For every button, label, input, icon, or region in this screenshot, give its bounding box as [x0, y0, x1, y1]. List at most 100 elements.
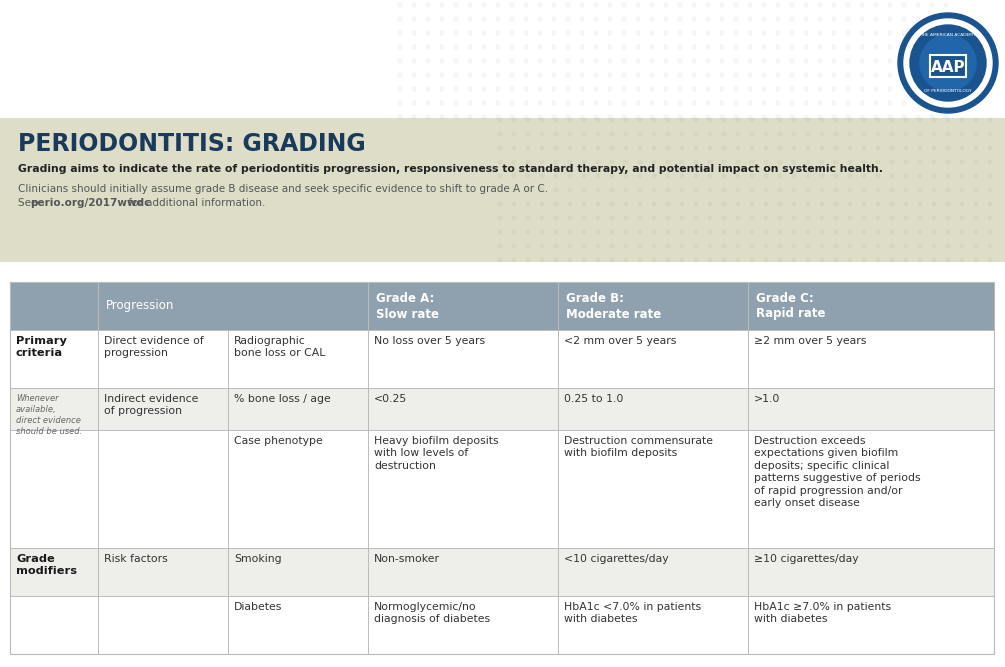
Circle shape	[944, 17, 948, 21]
Circle shape	[722, 230, 726, 234]
Circle shape	[722, 188, 726, 192]
Circle shape	[832, 3, 836, 7]
Text: Grade C:
Rapid rate: Grade C: Rapid rate	[756, 291, 825, 321]
Circle shape	[524, 3, 528, 7]
Circle shape	[890, 146, 894, 150]
Circle shape	[568, 202, 572, 206]
Circle shape	[636, 3, 640, 7]
Circle shape	[778, 202, 782, 206]
Circle shape	[582, 230, 586, 234]
Circle shape	[622, 17, 626, 21]
Circle shape	[818, 73, 822, 77]
Circle shape	[736, 118, 740, 122]
Circle shape	[524, 45, 528, 49]
Text: % bone loss / age: % bone loss / age	[234, 394, 331, 404]
Circle shape	[918, 118, 922, 122]
Circle shape	[540, 146, 544, 150]
Circle shape	[890, 216, 894, 220]
Circle shape	[610, 174, 614, 178]
Circle shape	[946, 174, 950, 178]
Circle shape	[512, 132, 516, 136]
Circle shape	[722, 202, 726, 206]
Circle shape	[540, 258, 544, 262]
Circle shape	[932, 244, 936, 248]
Circle shape	[512, 230, 516, 234]
Circle shape	[818, 101, 822, 105]
Circle shape	[636, 31, 640, 35]
Circle shape	[930, 17, 934, 21]
Circle shape	[540, 160, 544, 164]
Circle shape	[554, 146, 558, 150]
Circle shape	[776, 45, 780, 49]
Circle shape	[526, 216, 530, 220]
Circle shape	[960, 258, 964, 262]
Circle shape	[526, 202, 530, 206]
Circle shape	[912, 27, 984, 99]
Bar	[0, 262, 1005, 667]
Circle shape	[932, 174, 936, 178]
Bar	[10, 596, 994, 654]
Circle shape	[594, 115, 598, 119]
Text: Grade
modifiers: Grade modifiers	[16, 554, 77, 576]
Circle shape	[594, 59, 598, 63]
Circle shape	[923, 38, 973, 88]
Circle shape	[622, 31, 626, 35]
Circle shape	[750, 118, 754, 122]
Circle shape	[708, 258, 712, 262]
Circle shape	[792, 174, 796, 178]
Circle shape	[526, 174, 530, 178]
Circle shape	[638, 244, 642, 248]
Circle shape	[454, 87, 458, 91]
Circle shape	[846, 87, 850, 91]
Circle shape	[722, 216, 726, 220]
Circle shape	[848, 118, 852, 122]
Circle shape	[946, 188, 950, 192]
Circle shape	[524, 101, 528, 105]
Circle shape	[776, 59, 780, 63]
Circle shape	[680, 202, 684, 206]
Circle shape	[764, 146, 768, 150]
Circle shape	[582, 160, 586, 164]
Circle shape	[580, 59, 584, 63]
Circle shape	[974, 258, 978, 262]
Circle shape	[762, 31, 766, 35]
Circle shape	[624, 160, 628, 164]
Circle shape	[540, 118, 544, 122]
Circle shape	[750, 202, 754, 206]
Circle shape	[776, 101, 780, 105]
Circle shape	[540, 132, 544, 136]
Circle shape	[636, 115, 640, 119]
Circle shape	[876, 216, 880, 220]
Circle shape	[750, 188, 754, 192]
Circle shape	[568, 244, 572, 248]
Circle shape	[792, 146, 796, 150]
Circle shape	[930, 59, 934, 63]
Circle shape	[708, 132, 712, 136]
Circle shape	[678, 3, 682, 7]
Circle shape	[874, 87, 878, 91]
Circle shape	[554, 230, 558, 234]
Circle shape	[568, 118, 572, 122]
Circle shape	[678, 73, 682, 77]
Circle shape	[596, 118, 600, 122]
Circle shape	[874, 45, 878, 49]
Circle shape	[834, 202, 838, 206]
Circle shape	[820, 132, 824, 136]
Circle shape	[834, 132, 838, 136]
Circle shape	[412, 101, 416, 105]
Circle shape	[596, 174, 600, 178]
Circle shape	[820, 174, 824, 178]
Circle shape	[832, 31, 836, 35]
Circle shape	[932, 118, 936, 122]
Circle shape	[638, 132, 642, 136]
Circle shape	[832, 115, 836, 119]
Circle shape	[608, 17, 612, 21]
Circle shape	[412, 3, 416, 7]
Circle shape	[890, 174, 894, 178]
Circle shape	[622, 115, 626, 119]
Circle shape	[526, 132, 530, 136]
Circle shape	[848, 258, 852, 262]
Circle shape	[580, 3, 584, 7]
Circle shape	[482, 59, 486, 63]
Circle shape	[680, 118, 684, 122]
